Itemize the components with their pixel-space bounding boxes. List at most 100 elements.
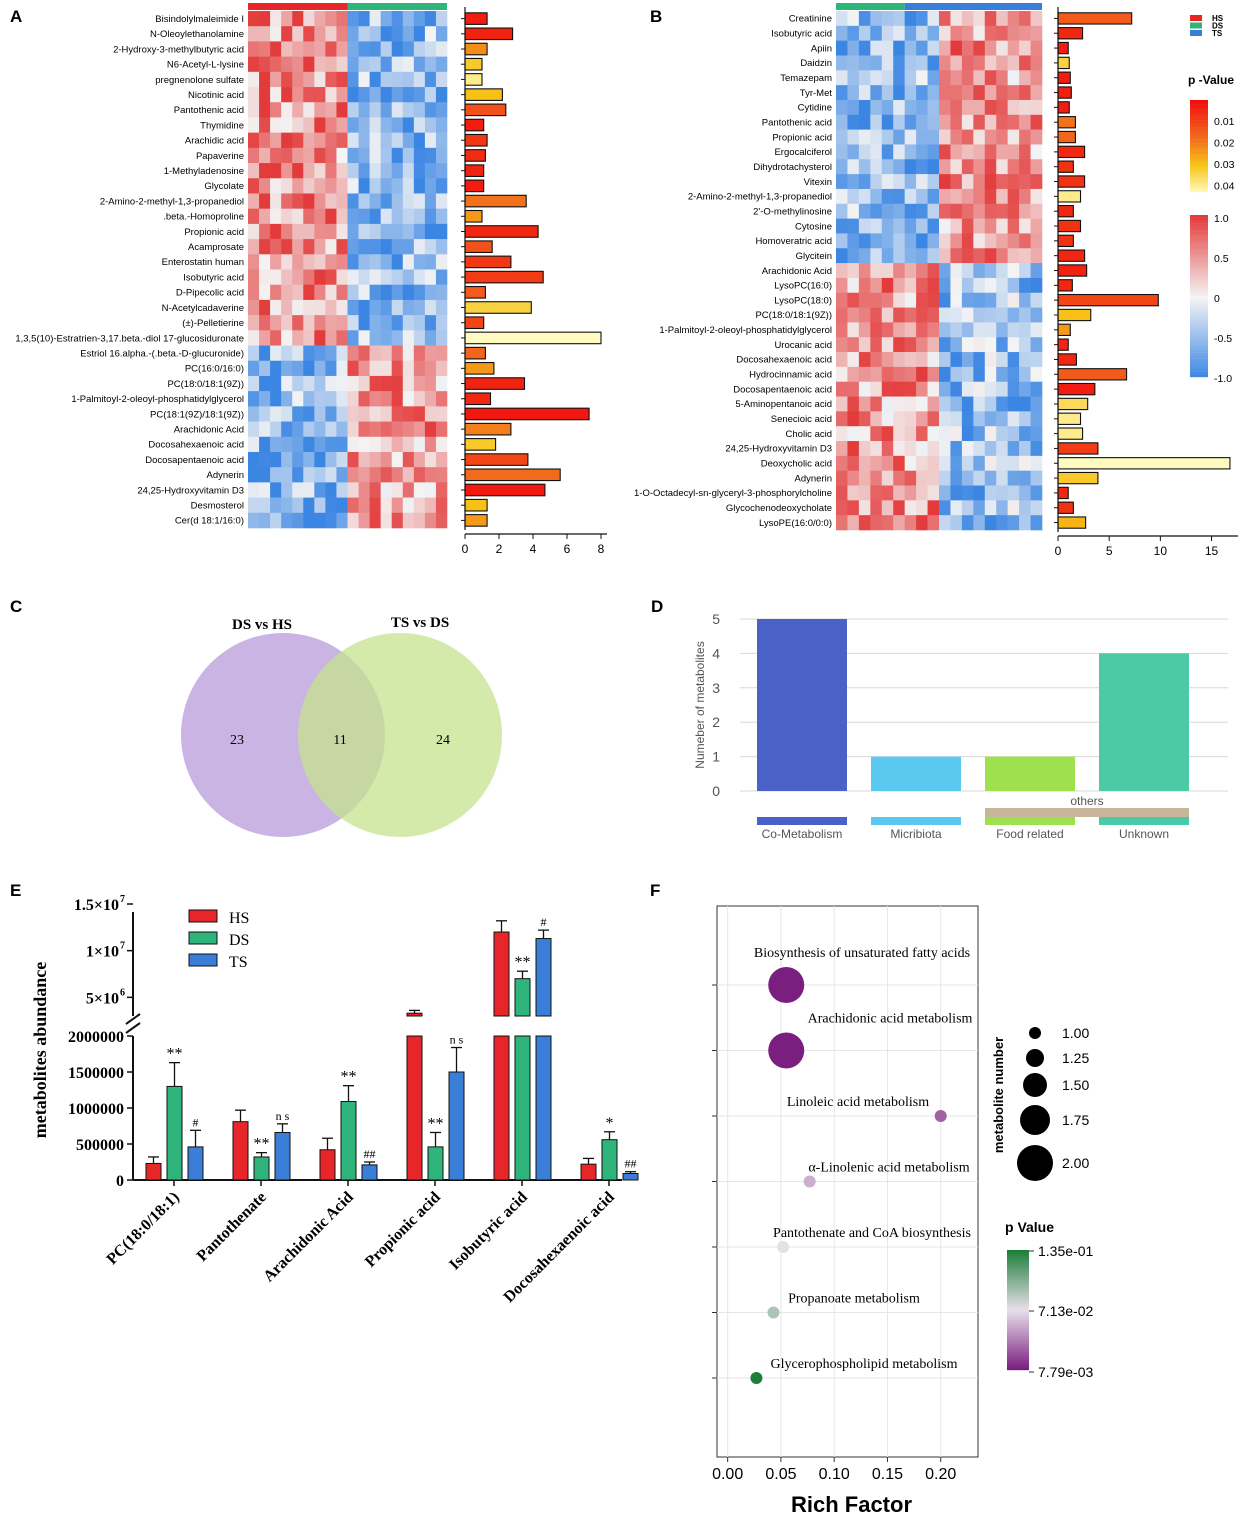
heatmap-cell xyxy=(1030,25,1043,41)
heatmap-cell xyxy=(402,421,415,438)
heatmap-cell xyxy=(259,497,271,514)
heatmap-cell xyxy=(836,114,848,130)
heatmap-cell xyxy=(904,11,917,27)
heatmap-cell xyxy=(347,467,359,483)
heatmap-cell xyxy=(380,254,393,270)
heatmap-cell xyxy=(391,391,404,407)
heatmap-cell xyxy=(259,375,271,392)
heatmap-cell xyxy=(996,352,1008,368)
heatmap-cell xyxy=(950,470,963,486)
heatmap-cell xyxy=(973,352,986,368)
heatmap-cell xyxy=(1030,248,1043,264)
heatmap-cell xyxy=(292,223,304,240)
heatmap-cell xyxy=(369,391,381,407)
heatmap-cell xyxy=(973,188,986,205)
heatmap-cell xyxy=(858,411,871,427)
heatmap-cell xyxy=(927,411,940,427)
bar-lower-segment xyxy=(514,1035,531,1181)
row-label: Arachidic acid xyxy=(185,136,244,147)
heatmap-cell xyxy=(847,292,860,308)
heatmap-cell xyxy=(380,102,393,118)
bar xyxy=(1057,130,1076,144)
heatmap-cell xyxy=(259,11,271,27)
heatmap-cell xyxy=(402,269,415,286)
heatmap-cell xyxy=(435,284,448,301)
heatmap-cell xyxy=(336,406,348,422)
heatmap-cell xyxy=(870,188,883,205)
heatmap-cell xyxy=(270,41,282,57)
color-legend-step xyxy=(1007,1356,1029,1359)
heatmap-cell xyxy=(939,441,951,457)
y-tick-label: 1500000 xyxy=(68,1065,124,1082)
heatmap-cell xyxy=(281,132,293,149)
heatmap-cell xyxy=(927,144,940,160)
heatmap-cell xyxy=(881,129,894,145)
heatmap-cell xyxy=(881,248,894,264)
row-label: Docosahexaenoic acid xyxy=(736,355,832,366)
heatmap-cell xyxy=(413,284,426,301)
heatmap-cell xyxy=(391,26,404,42)
heatmap-cell xyxy=(961,85,974,101)
heatmap-cell xyxy=(435,178,448,194)
heatmap-cell xyxy=(893,188,905,205)
heatmap-cell xyxy=(939,426,951,442)
group-legend-swatch xyxy=(1190,15,1202,21)
color-legend-step xyxy=(1007,1318,1029,1321)
heatmap-cell xyxy=(939,455,951,471)
heatmap-cell xyxy=(870,203,883,219)
bar xyxy=(464,209,483,223)
heatmap-cell xyxy=(248,193,260,209)
heatmap-cell xyxy=(893,470,905,486)
heatmap-cell xyxy=(336,132,348,149)
heatmap-cell xyxy=(904,263,917,279)
heatmap-cell xyxy=(858,263,871,279)
heatmap-cell xyxy=(314,391,326,407)
heatmap-cell xyxy=(380,147,393,164)
heatmap-cell xyxy=(836,129,848,145)
bar xyxy=(1057,86,1072,99)
heatmap-cell xyxy=(881,85,894,101)
row-label: LysoPE(16:0/0:0) xyxy=(759,518,832,529)
heatmap-cell xyxy=(402,193,415,209)
heatmap-cell xyxy=(380,406,393,422)
heatmap-cell xyxy=(259,26,271,42)
heatmap-cell xyxy=(325,375,337,392)
y-tick-label: 0 xyxy=(712,783,720,799)
heatmap-cell xyxy=(303,178,315,194)
bar xyxy=(464,133,488,147)
heatmap-cell xyxy=(870,292,883,308)
heatmap-cell xyxy=(248,147,260,164)
heatmap-cell xyxy=(424,512,437,529)
pvalue-gradient-step xyxy=(1190,189,1208,193)
heatmap-cell xyxy=(984,381,997,397)
bar-lower-segment xyxy=(493,1035,510,1181)
heatmap-cell xyxy=(1030,485,1043,501)
heatmap-cell xyxy=(369,467,381,483)
bar xyxy=(464,57,483,71)
heatmap-cell xyxy=(358,11,370,27)
heatmap-cell xyxy=(413,315,426,331)
heatmap-cell xyxy=(358,360,370,377)
heatmap-cell xyxy=(413,239,426,255)
heatmap-cell xyxy=(881,144,894,160)
heatmap-cell xyxy=(380,482,393,498)
heatmap-cell xyxy=(424,299,437,316)
heatmap-cell xyxy=(248,41,260,57)
heatmap-cell xyxy=(292,254,304,270)
heatmap-cell xyxy=(259,208,271,225)
venn-set-label: TS vs DS xyxy=(391,615,449,631)
heatmap-cell xyxy=(1030,455,1043,471)
significance-mark: ** xyxy=(167,1046,183,1063)
heatmap-cell xyxy=(248,26,260,42)
heatmap-cell xyxy=(347,163,359,179)
heatmap-cell xyxy=(916,277,928,294)
heatmap-cell xyxy=(292,26,304,42)
heatmap-cell xyxy=(939,159,951,175)
heatmap-cell xyxy=(858,55,871,71)
heatmap-cell xyxy=(380,421,393,438)
corr-gradient-step xyxy=(1190,320,1208,324)
heatmap-cell xyxy=(1030,11,1043,27)
heatmap-cell xyxy=(984,292,997,308)
corr-gradient-step xyxy=(1190,228,1208,232)
bar xyxy=(464,42,488,56)
